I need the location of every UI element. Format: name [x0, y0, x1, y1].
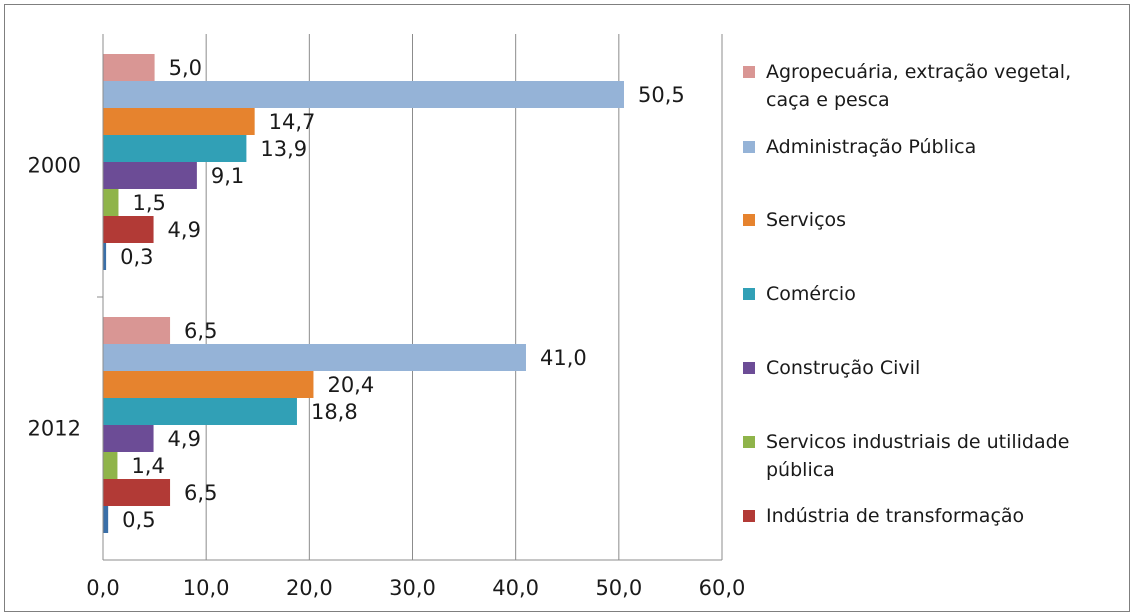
legend-swatch — [743, 510, 755, 522]
bar — [103, 189, 119, 216]
data-label: 4,9 — [168, 427, 201, 451]
legend: Agropecuária, extração vegetal, caça e pe… — [743, 61, 1071, 527]
legend-swatch — [743, 66, 755, 78]
data-label: 13,9 — [260, 137, 307, 161]
data-label: 41,0 — [540, 346, 587, 370]
chart-frame: 0,0 10,0 20,0 30,0 40,0 50,0 60,0 2000 2012 5,0 5… — [4, 4, 1130, 612]
bar — [103, 216, 154, 243]
data-label: 6,5 — [184, 481, 217, 505]
x-tick-label: 60,0 — [699, 576, 746, 600]
bar — [103, 371, 314, 398]
data-label: 1,4 — [131, 454, 164, 478]
data-label: 4,9 — [168, 218, 201, 242]
data-label: 50,5 — [638, 83, 685, 107]
legend-entry: Serviços — [766, 209, 846, 231]
legend-swatch — [743, 214, 755, 226]
axes: 0,0 10,0 20,0 30,0 40,0 50,0 60,0 2000 2012 — [28, 34, 746, 600]
legend-entry: Agropecuária, extração vegetal, caça e pe… — [766, 61, 1071, 111]
x-tick-label: 0,0 — [86, 576, 119, 600]
legend-swatch — [743, 288, 755, 300]
bar — [103, 425, 154, 452]
data-label: 9,1 — [211, 164, 244, 188]
legend-swatch — [743, 362, 755, 374]
data-label: 5,0 — [169, 56, 202, 80]
gridlines — [205, 34, 723, 560]
legend-entry-line: caça e pesca — [766, 89, 890, 111]
bar — [103, 54, 155, 81]
bar — [103, 243, 107, 270]
data-label: 18,8 — [311, 400, 358, 424]
bar — [103, 81, 624, 108]
x-tick-label: 40,0 — [492, 576, 539, 600]
bar — [103, 162, 197, 189]
bar-chart: 0,0 10,0 20,0 30,0 40,0 50,0 60,0 2000 2012 5,0 5… — [28, 34, 1071, 600]
data-labels: 5,050,514,713,99,11,54,90,36,541,020,418… — [120, 56, 685, 532]
x-tick-label: 30,0 — [389, 576, 436, 600]
bars — [103, 54, 624, 533]
category-label: 2000 — [28, 154, 81, 178]
legend-entry: Construção Civil — [766, 357, 920, 379]
bar — [103, 506, 109, 533]
data-label: 0,3 — [120, 245, 153, 269]
x-tick-label: 50,0 — [595, 576, 642, 600]
legend-entry-line: Agropecuária, extração vegetal, — [766, 61, 1071, 83]
bar — [103, 317, 171, 344]
x-tick-label: 10,0 — [183, 576, 230, 600]
bar — [103, 344, 526, 371]
data-label: 0,5 — [122, 508, 155, 532]
data-label: 14,7 — [269, 110, 316, 134]
bar — [103, 479, 171, 506]
legend-swatch — [743, 436, 755, 448]
legend-entry: Comércio — [766, 283, 856, 305]
bar — [103, 398, 297, 425]
bar — [103, 452, 118, 479]
bar — [103, 135, 247, 162]
x-tick-label: 20,0 — [286, 576, 333, 600]
data-label: 1,5 — [132, 191, 165, 215]
legend-entry-line: Servicos industriais de utilidade — [766, 431, 1069, 453]
data-label: 20,4 — [327, 373, 374, 397]
legend-entry: Servicos industriais de utilidade pública — [766, 431, 1069, 481]
legend-entry-line: pública — [766, 459, 835, 481]
data-label: 6,5 — [184, 319, 217, 343]
legend-entry: Administração Pública — [766, 136, 976, 158]
bar — [103, 108, 255, 135]
legend-swatch — [743, 141, 755, 153]
legend-entry: Indústria de transformação — [766, 505, 1024, 527]
category-label: 2012 — [28, 417, 81, 441]
